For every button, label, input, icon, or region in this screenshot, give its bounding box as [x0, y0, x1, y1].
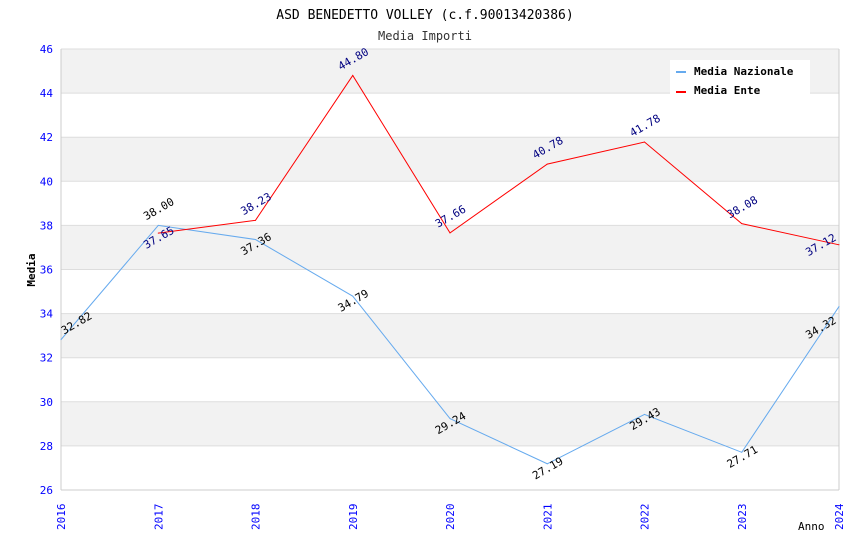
data-point [838, 306, 840, 308]
data-point [255, 239, 256, 241]
x-axis-label: Anno [798, 520, 825, 533]
data-point [157, 224, 159, 226]
y-tick-label: 44 [40, 87, 54, 100]
x-tick-label: 2019 [347, 504, 360, 531]
y-tick-label: 42 [40, 131, 53, 144]
data-point [352, 74, 354, 76]
series-line-media-ente [158, 74, 840, 246]
y-tick-label: 38 [40, 219, 53, 232]
data-point [644, 413, 645, 415]
data-point [157, 232, 159, 234]
y-tick-label: 26 [40, 484, 53, 497]
x-tick-label: 2020 [444, 504, 457, 531]
data-point [741, 451, 743, 453]
legend: Media Nazionale Media Ente [670, 60, 810, 97]
data-point [255, 219, 256, 221]
data-point [546, 163, 548, 165]
data-label: 38.08 [725, 193, 760, 221]
y-tick-label: 40 [40, 175, 53, 188]
data-point [352, 295, 354, 297]
y-tick-label: 32 [40, 352, 53, 365]
legend-swatch-media-nazionale [676, 71, 686, 73]
y-tick-label: 36 [40, 264, 53, 277]
data-point [741, 223, 743, 225]
x-tick-label: 2023 [736, 504, 749, 531]
y-tick-label: 34 [40, 308, 54, 321]
data-point [644, 141, 645, 143]
y-tick-label: 30 [40, 396, 53, 409]
x-tick-label: 2022 [639, 504, 652, 531]
legend-swatch-media-ente [676, 91, 686, 93]
x-tick-label: 2017 [152, 504, 165, 531]
data-point [546, 463, 548, 465]
x-tick-label: 2018 [250, 504, 263, 531]
grid-band [61, 313, 839, 358]
data-point [838, 244, 840, 246]
y-axis-label: Media [25, 253, 38, 286]
grid-band [61, 137, 839, 182]
x-tick-label: 2021 [541, 504, 554, 531]
y-tick-label: 46 [40, 43, 53, 56]
x-tick-label: 2016 [55, 504, 68, 531]
data-point [449, 232, 451, 234]
chart-subtitle: Media Importi [378, 29, 472, 43]
data-point [449, 418, 451, 420]
data-label: 41.78 [628, 112, 663, 140]
x-tick-label: 2024 [833, 503, 846, 530]
data-label: 34.79 [336, 287, 371, 315]
legend-label-media-nazionale: Media Nazionale [694, 65, 794, 78]
y-tick-label: 28 [40, 440, 53, 453]
data-label: 38.23 [239, 190, 274, 218]
data-label: 38.00 [141, 195, 176, 223]
chart-title: ASD BENEDETTO VOLLEY (c.f.90013420386) [276, 8, 573, 23]
data-point [60, 339, 62, 341]
legend-label-media-ente: Media Ente [694, 84, 761, 97]
grid-band [61, 401, 839, 446]
